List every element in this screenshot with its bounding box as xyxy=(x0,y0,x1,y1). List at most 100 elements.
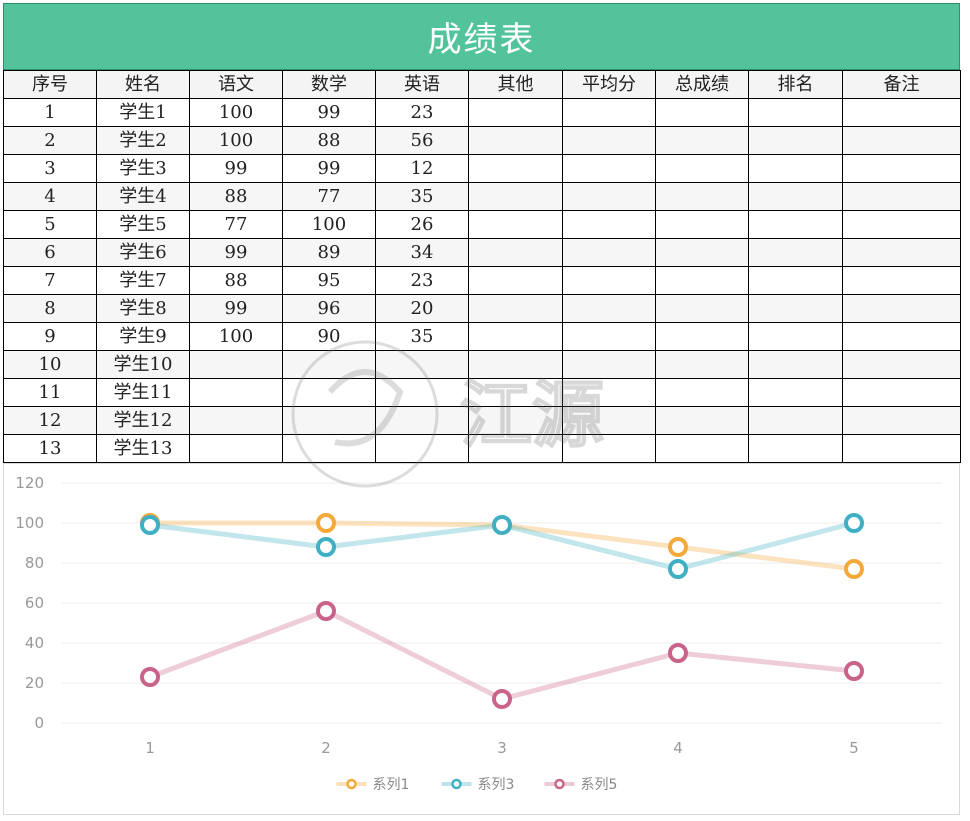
table-cell[interactable] xyxy=(468,378,563,407)
table-cell[interactable]: 1 xyxy=(3,98,97,127)
table-cell[interactable]: 99 xyxy=(282,98,376,127)
table-cell[interactable]: 学生12 xyxy=(96,406,190,435)
table-cell[interactable]: 100 xyxy=(189,126,283,155)
table-cell[interactable] xyxy=(748,350,843,379)
table-cell[interactable]: 5 xyxy=(3,210,97,239)
table-cell[interactable]: 11 xyxy=(3,378,97,407)
table-cell[interactable]: 学生3 xyxy=(96,154,190,183)
table-cell[interactable] xyxy=(655,350,749,379)
table-cell[interactable]: 12 xyxy=(375,154,469,183)
table-cell[interactable]: 学生6 xyxy=(96,238,190,267)
table-cell[interactable]: 77 xyxy=(189,210,283,239)
table-cell[interactable] xyxy=(842,434,961,463)
table-cell[interactable] xyxy=(468,350,563,379)
table-cell[interactable]: 13 xyxy=(3,434,97,463)
table-cell[interactable] xyxy=(282,406,376,435)
table-cell[interactable]: 35 xyxy=(375,182,469,211)
table-cell[interactable] xyxy=(468,154,563,183)
table-cell[interactable]: 88 xyxy=(189,266,283,295)
table-cell[interactable] xyxy=(842,406,961,435)
table-cell[interactable] xyxy=(842,98,961,127)
table-cell[interactable] xyxy=(655,406,749,435)
table-cell[interactable]: 学生9 xyxy=(96,322,190,351)
table-cell[interactable] xyxy=(748,266,843,295)
table-cell[interactable] xyxy=(375,434,469,463)
table-cell[interactable] xyxy=(189,434,283,463)
table-cell[interactable] xyxy=(748,434,843,463)
table-cell[interactable] xyxy=(748,126,843,155)
table-cell[interactable] xyxy=(562,182,656,211)
table-cell[interactable]: 4 xyxy=(3,182,97,211)
table-cell[interactable] xyxy=(655,98,749,127)
table-cell[interactable]: 学生11 xyxy=(96,378,190,407)
table-cell[interactable]: 6 xyxy=(3,238,97,267)
table-cell[interactable] xyxy=(468,98,563,127)
column-header[interactable]: 英语 xyxy=(375,70,469,99)
table-cell[interactable] xyxy=(282,350,376,379)
table-cell[interactable]: 3 xyxy=(3,154,97,183)
table-cell[interactable]: 96 xyxy=(282,294,376,323)
table-cell[interactable] xyxy=(655,294,749,323)
table-cell[interactable] xyxy=(375,406,469,435)
table-cell[interactable] xyxy=(748,378,843,407)
table-cell[interactable] xyxy=(655,434,749,463)
column-header[interactable]: 平均分 xyxy=(562,70,656,99)
table-cell[interactable] xyxy=(655,210,749,239)
table-cell[interactable] xyxy=(375,350,469,379)
table-cell[interactable] xyxy=(842,350,961,379)
table-cell[interactable] xyxy=(748,406,843,435)
table-cell[interactable] xyxy=(562,210,656,239)
table-cell[interactable] xyxy=(562,154,656,183)
table-cell[interactable]: 99 xyxy=(282,154,376,183)
table-cell[interactable] xyxy=(468,434,563,463)
table-cell[interactable] xyxy=(562,434,656,463)
table-cell[interactable]: 99 xyxy=(189,294,283,323)
table-cell[interactable] xyxy=(842,294,961,323)
column-header[interactable]: 其他 xyxy=(468,70,563,99)
table-cell[interactable] xyxy=(748,182,843,211)
column-header[interactable]: 语文 xyxy=(189,70,283,99)
table-cell[interactable]: 99 xyxy=(189,154,283,183)
table-cell[interactable]: 100 xyxy=(282,210,376,239)
table-cell[interactable] xyxy=(655,126,749,155)
table-cell[interactable]: 学生2 xyxy=(96,126,190,155)
table-cell[interactable] xyxy=(189,378,283,407)
line-chart[interactable]: 0 20 40 60 80 100 120 1 2 3 4 5 系列1 系列3 系列5 xyxy=(3,463,960,815)
table-cell[interactable] xyxy=(748,294,843,323)
title-bar[interactable]: 成绩表 xyxy=(3,3,960,70)
table-cell[interactable] xyxy=(748,98,843,127)
table-cell[interactable]: 学生8 xyxy=(96,294,190,323)
table-cell[interactable]: 学生5 xyxy=(96,210,190,239)
table-cell[interactable] xyxy=(282,434,376,463)
table-cell[interactable]: 9 xyxy=(3,322,97,351)
table-cell[interactable] xyxy=(842,266,961,295)
table-cell[interactable]: 26 xyxy=(375,210,469,239)
table-cell[interactable] xyxy=(842,182,961,211)
table-cell[interactable] xyxy=(468,266,563,295)
table-cell[interactable] xyxy=(562,322,656,351)
table-cell[interactable]: 90 xyxy=(282,322,376,351)
table-cell[interactable] xyxy=(842,210,961,239)
column-header[interactable]: 总成绩 xyxy=(655,70,749,99)
table-cell[interactable]: 学生4 xyxy=(96,182,190,211)
table-cell[interactable]: 77 xyxy=(282,182,376,211)
table-cell[interactable]: 56 xyxy=(375,126,469,155)
table-cell[interactable] xyxy=(468,294,563,323)
table-cell[interactable] xyxy=(468,126,563,155)
table-cell[interactable] xyxy=(562,126,656,155)
table-cell[interactable]: 12 xyxy=(3,406,97,435)
table-cell[interactable]: 20 xyxy=(375,294,469,323)
table-cell[interactable]: 34 xyxy=(375,238,469,267)
table-cell[interactable]: 学生1 xyxy=(96,98,190,127)
table-cell[interactable]: 23 xyxy=(375,266,469,295)
table-cell[interactable] xyxy=(655,238,749,267)
table-cell[interactable] xyxy=(468,182,563,211)
table-cell[interactable] xyxy=(748,210,843,239)
table-cell[interactable] xyxy=(562,378,656,407)
column-header[interactable]: 排名 xyxy=(748,70,843,99)
table-cell[interactable]: 学生7 xyxy=(96,266,190,295)
column-header[interactable]: 序号 xyxy=(3,70,97,99)
table-cell[interactable] xyxy=(189,406,283,435)
table-cell[interactable] xyxy=(655,154,749,183)
table-cell[interactable]: 学生10 xyxy=(96,350,190,379)
